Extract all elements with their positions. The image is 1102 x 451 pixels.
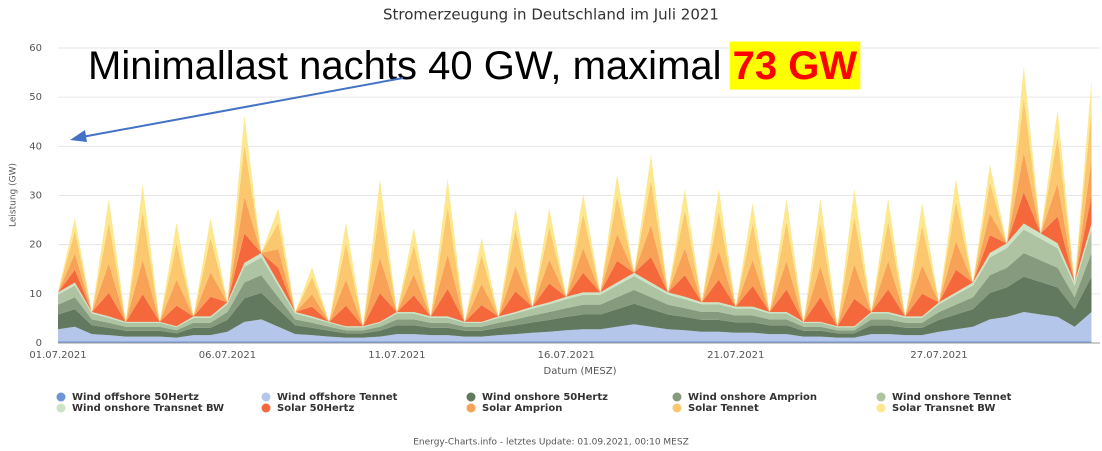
- legend-label: Wind offshore 50Hertz: [72, 392, 199, 403]
- area: [58, 253, 1092, 334]
- x-tick-label: 16.07.2021: [538, 350, 595, 361]
- legend-swatch: [56, 392, 66, 402]
- y-tick-label: 50: [29, 92, 42, 103]
- chart-title: Stromerzeugung in Deutschland im Juli 20…: [383, 6, 719, 24]
- source: Energy-Charts.info - letztes Update: 01.…: [413, 438, 689, 448]
- annotation-highlight: 73 GW: [733, 44, 858, 88]
- x-tick-label: 27.07.2021: [910, 350, 967, 361]
- legend-swatch: [466, 403, 476, 413]
- legend-label: Wind onshore Transnet BW: [72, 403, 224, 414]
- y-axis-title: Leistung (GW): [9, 163, 19, 227]
- highlight-box: [729, 41, 861, 90]
- legend-label: Wind onshore 50Hertz: [482, 392, 608, 403]
- arrow-line: [81, 77, 404, 138]
- arrow-head: [70, 130, 87, 142]
- x-tick-label: 21.07.2021: [707, 350, 764, 361]
- legend-swatch: [876, 403, 886, 413]
- area: [58, 276, 1092, 338]
- legend-label: Solar Amprion: [482, 403, 562, 414]
- y-tick-label: 40: [29, 141, 42, 152]
- x-tick-label: 06.07.2021: [199, 350, 256, 361]
- legend-label: Solar Tennet: [688, 403, 759, 414]
- legend-label: Solar 50Hertz: [277, 403, 354, 414]
- legend-swatch: [876, 392, 886, 402]
- y-tick-label: 60: [29, 43, 42, 54]
- legend-label: Solar Transnet BW: [892, 403, 995, 414]
- legend-swatch: [672, 392, 682, 402]
- y-tick-label: 0: [36, 338, 42, 349]
- legend-swatch: [261, 392, 271, 402]
- legend-swatch: [56, 403, 66, 413]
- y-tick-label: 30: [29, 191, 42, 202]
- annotation: Minimallast nachts 40 GW, maximal 73 GW: [88, 44, 857, 88]
- x-tick-label: 11.07.2021: [368, 350, 425, 361]
- legend-swatch: [672, 403, 682, 413]
- legend-label: Wind onshore Amprion: [688, 392, 817, 403]
- y-tick-label: 10: [29, 289, 42, 300]
- legend-swatch: [466, 392, 476, 402]
- annotation-text: Minimallast nachts 40 GW, maximal: [88, 44, 733, 88]
- x-tick-label: 01.07.2021: [29, 350, 86, 361]
- area: [58, 312, 1092, 342]
- x-axis-title: Datum (MESZ): [544, 366, 617, 377]
- legend-label: Wind onshore Tennet: [892, 392, 1012, 403]
- legend-swatch: [261, 403, 271, 413]
- y-tick-label: 20: [29, 240, 42, 251]
- legend-label: Wind offshore Tennet: [277, 392, 398, 403]
